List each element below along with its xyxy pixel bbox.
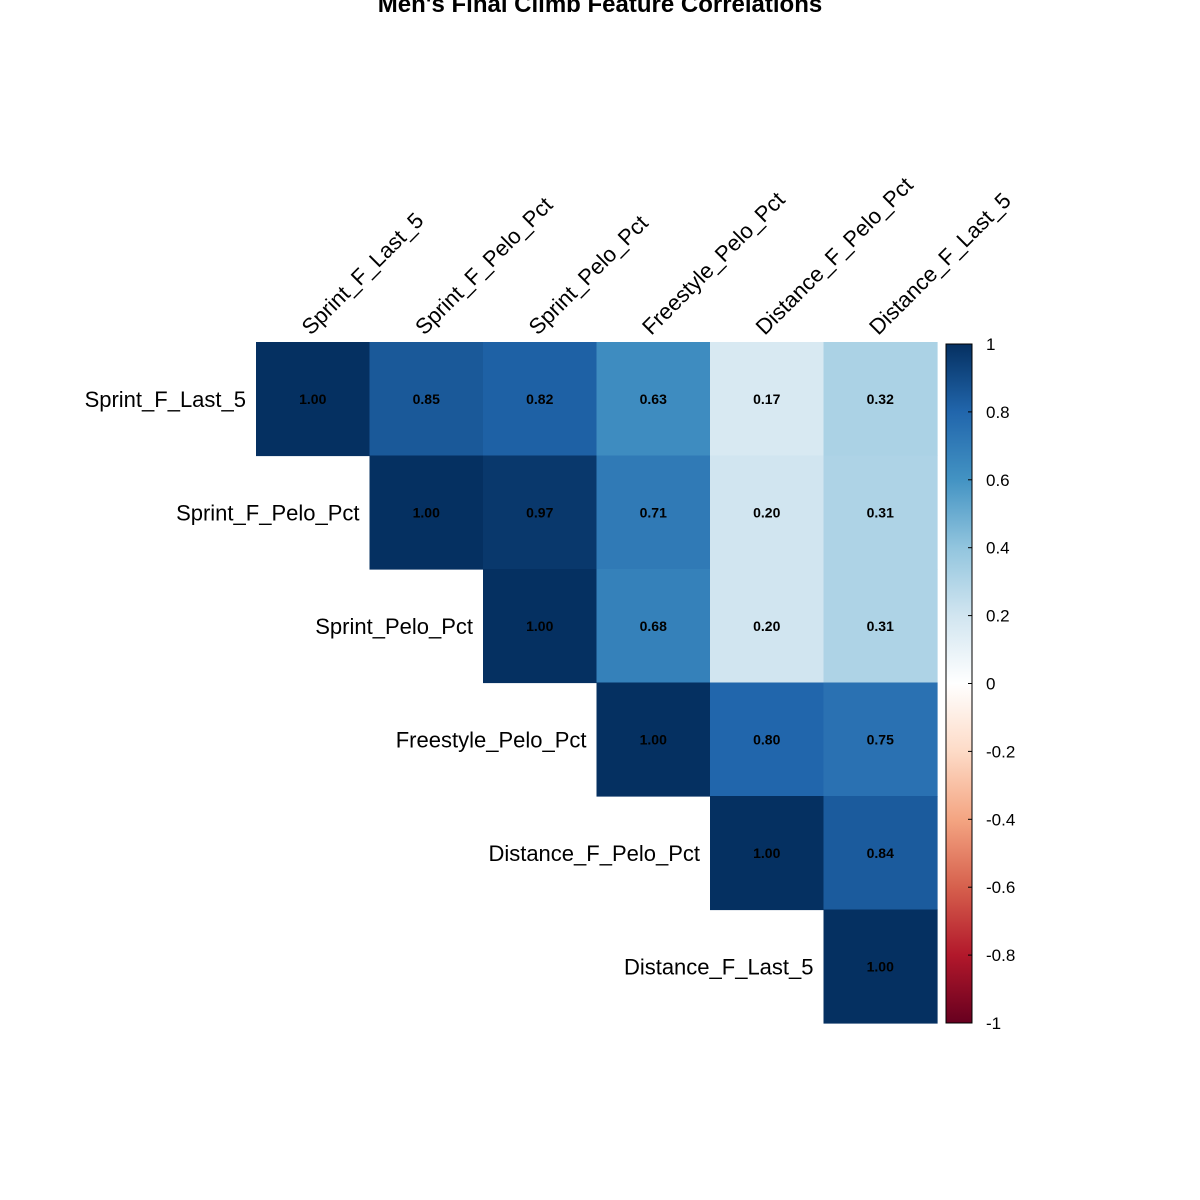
cell-value-r3-c5: 0.75 [867,731,894,747]
heatmap-cell-labels: 1.00 0.85 0.82 0.63 0.17 0.32 1.00 0.97 0.71 0.20… [299,391,894,975]
heatmap-cells [256,342,938,1024]
row-label-5: Distance_F_Last_5 [624,954,814,979]
cell-value-r2-c4: 0.20 [753,618,780,634]
column-labels: Sprint_F_Last_5Sprint_F_Pelo_PctSprint_P… [297,172,1016,339]
cell-value-r2-c5: 0.31 [867,618,894,634]
cell-value-r1-c1: 1.00 [413,504,440,520]
heatmap-cell-r0-c1 [369,342,484,457]
heatmap-cell-r1-c2 [483,455,598,570]
colorbar-tick-label-1: 0.8 [986,403,1010,422]
cell-value-r0-c1: 0.85 [413,391,440,407]
cell-value-r1-c3: 0.71 [640,504,667,520]
cell-value-r4-c4: 1.00 [753,845,780,861]
cell-value-r3-c3: 1.00 [640,731,667,747]
cell-value-r0-c4: 0.17 [753,391,780,407]
cell-value-r5-c5: 1.00 [867,958,894,974]
cell-value-r0-c2: 0.82 [526,391,553,407]
heatmap-cell-r2-c2 [483,569,598,684]
colorbar-tick-label-4: 0.2 [986,607,1010,626]
colorbar: 1 0.8 0.6 0.4 0.2 0 -0.2 -0.4 -0.6 -0.8 -1 [945,335,1015,1033]
cell-value-r3-c4: 0.80 [753,731,780,747]
heatmap-cell-r0-c5 [823,342,938,457]
cell-value-r2-c2: 1.00 [526,618,553,634]
heatmap-cell-r2-c5 [823,569,938,684]
colorbar-tick-label-0: 1 [986,335,995,354]
heatmap-cell-r5-c5 [823,909,938,1024]
cell-value-r0-c3: 0.63 [640,391,667,407]
colorbar-tick-label-7: -0.4 [986,810,1015,829]
colorbar-tick-label-6: -0.2 [986,742,1015,761]
column-label-0: Sprint_F_Last_5 [297,208,429,340]
heatmap-cell-r3-c3 [596,682,711,797]
row-label-4: Distance_F_Pelo_Pct [488,841,700,866]
row-label-3: Freestyle_Pelo_Pct [396,727,587,752]
heatmap-cell-r2-c3 [596,569,711,684]
heatmap-cell-r1-c4 [710,455,825,570]
colorbar-tick-label-3: 0.4 [986,539,1010,558]
heatmap-cell-r4-c4 [710,796,825,911]
cell-value-r0-c0: 1.00 [299,391,326,407]
heatmap-cell-r1-c5 [823,455,938,570]
heatmap-cell-r1-c3 [596,455,711,570]
heatmap-cell-r4-c5 [823,796,938,911]
row-label-1: Sprint_F_Pelo_Pct [176,500,359,525]
cell-value-r1-c4: 0.20 [753,504,780,520]
heatmap-cell-r0-c3 [596,342,711,457]
cell-value-r2-c3: 0.68 [640,618,667,634]
colorbar-tick-label-9: -0.8 [986,946,1015,965]
colorbar-tick-label-5: 0 [986,675,995,694]
cell-value-r1-c2: 0.97 [526,504,553,520]
colorbar-tick-label-2: 0.6 [986,471,1010,490]
colorbar-tick-label-10: -1 [986,1014,1001,1033]
colorbar-tick-label-8: -0.6 [986,878,1015,897]
row-labels: Sprint_F_Last_5 Sprint_F_Pelo_Pct Sprint_P… [85,387,814,980]
row-label-0: Sprint_F_Last_5 [85,387,246,412]
heatmap-cell-r3-c5 [823,682,938,797]
chart-title: Men's Final Climb Feature Correlations [378,0,822,18]
heatmap-cell-r0-c2 [483,342,598,457]
row-label-2: Sprint_Pelo_Pct [315,614,473,639]
heatmap-cell-r2-c4 [710,569,825,684]
heatmap-cell-r3-c4 [710,682,825,797]
heatmap-cell-r1-c1 [369,455,484,570]
column-label-2: Sprint_Pelo_Pct [524,210,653,339]
heatmap-cell-r0-c4 [710,342,825,457]
cell-value-r4-c5: 0.84 [867,845,894,861]
heatmap-cell-r0-c0 [256,342,371,457]
cell-value-r0-c5: 0.32 [867,391,894,407]
cell-value-r1-c5: 0.31 [867,504,894,520]
